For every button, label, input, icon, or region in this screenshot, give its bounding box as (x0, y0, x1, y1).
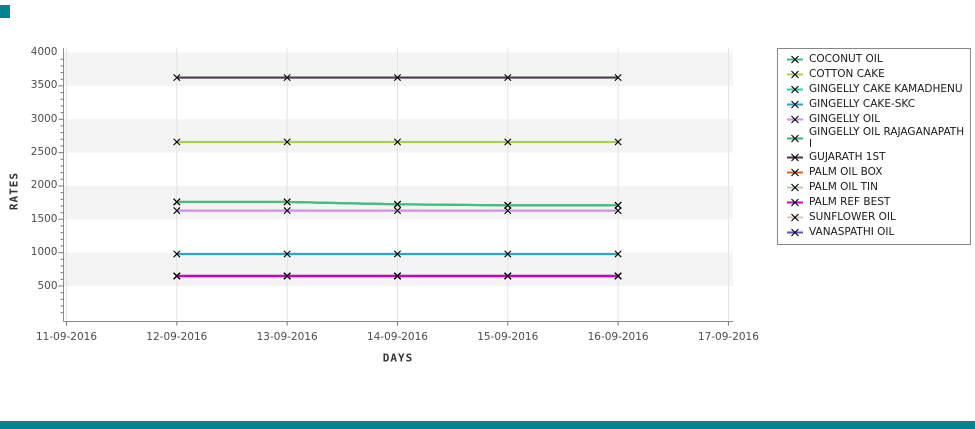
y-tick-label: 1500 (30, 212, 58, 225)
legend-item: SUNFLOWER OIL (786, 210, 966, 225)
legend-swatch-line (787, 153, 803, 162)
x-marker (173, 207, 622, 215)
legend-x-marker-icon (791, 85, 799, 94)
legend-x-marker-icon (791, 183, 799, 192)
legend-item: PALM OIL BOX (786, 165, 966, 180)
x-marker (173, 198, 622, 209)
legend-item: VANASPATHI OIL (786, 225, 966, 240)
legend-item: GINGELLY CAKE-SKC (786, 97, 966, 112)
x-marker (173, 250, 622, 258)
legend-item: GINGELLY OIL RAJAGANAPATHI (786, 126, 966, 150)
legend-item: PALM REF BEST (786, 195, 966, 210)
series-cotton-cake (173, 138, 622, 146)
x-marker (173, 272, 622, 280)
legend-label: GINGELLY OIL RAJAGANAPATHI (809, 126, 965, 150)
legend-swatch-line (787, 168, 803, 177)
zebra-band (63, 52, 733, 86)
legend-x-marker-icon (791, 134, 799, 143)
legend-x-marker-icon (791, 115, 799, 124)
legend-label: GUJARATH 1ST (809, 150, 886, 163)
y-tick-label: 2000 (30, 179, 58, 192)
page-accent-bottom-bar (0, 421, 975, 429)
y-tick-label: 500 (37, 279, 58, 292)
series-gingelly-oil (173, 207, 622, 215)
legend-swatch-line (787, 228, 803, 237)
legend-x-marker-icon (791, 228, 799, 237)
legend-label: COTTON CAKE (809, 67, 885, 80)
legend-label: SUNFLOWER OIL (809, 210, 896, 223)
legend-x-marker-icon (791, 100, 799, 109)
legend-label: GINGELLY OIL (809, 112, 881, 125)
legend-swatch-line (787, 198, 803, 207)
legend-swatch-line (787, 100, 803, 109)
legend-swatch-line (787, 134, 803, 143)
legend-x-marker-icon (791, 198, 799, 207)
y-tick-label: 1000 (30, 246, 58, 259)
legend-label: GINGELLY CAKE KAMADHENU (809, 82, 963, 95)
y-tick-label: 3500 (30, 79, 58, 92)
legend-swatch-line (787, 85, 803, 94)
legend-label: GINGELLY CAKE-SKC (809, 97, 916, 110)
legend-swatch-line (787, 183, 803, 192)
x-tick-label: 12-09-2016 (146, 331, 208, 343)
zebra-band (63, 119, 733, 153)
legend-label: COCONUT OIL (809, 52, 883, 65)
y-tick-label: 3000 (30, 112, 58, 125)
legend-label: PALM OIL TIN (809, 180, 879, 193)
x-tick-label: 17-09-2016 (697, 331, 759, 343)
legend-swatch-line (787, 70, 803, 79)
x-tick-label: 11-09-2016 (35, 331, 98, 343)
legend-item: GINGELLY OIL (786, 112, 966, 127)
series-coconut-oil (173, 198, 622, 209)
legend-label: VANASPATHI OIL (809, 225, 895, 238)
x-marker (173, 73, 622, 82)
legend-x-marker-icon (791, 55, 799, 64)
legend-swatch-line (787, 55, 803, 64)
y-tick-label: 2500 (30, 146, 58, 159)
zebra-band (63, 185, 733, 220)
legend-item: COCONUT OIL (786, 52, 966, 67)
legend-x-marker-icon (791, 70, 799, 79)
series-palm-ref-best (173, 272, 622, 280)
series-gujarath-1st (173, 73, 622, 82)
x-tick-label: 14-09-2016 (366, 331, 428, 343)
legend: COCONUT OIL COTTON CAKE GINGELLY CAKE KAMA… (777, 48, 971, 245)
legend-swatch-line (787, 115, 803, 124)
legend-x-marker-icon (791, 168, 799, 177)
legend-label: PALM OIL BOX (809, 165, 883, 178)
legend-x-marker-icon (791, 153, 799, 162)
legend-swatch-line (787, 213, 803, 222)
legend-item: PALM OIL TIN (786, 180, 966, 195)
x-marker (173, 138, 622, 146)
legend-item: GUJARATH 1ST (786, 150, 966, 165)
page-accent-top-block (0, 5, 10, 18)
x-tick-label: 15-09-2016 (477, 331, 539, 343)
legend-x-marker-icon (791, 213, 799, 222)
x-tick-label: 13-09-2016 (256, 331, 318, 343)
zebra-band (63, 252, 733, 286)
legend-item: GINGELLY CAKE KAMADHENU (786, 82, 966, 97)
legend-item: COTTON CAKE (786, 67, 966, 82)
legend-label: PALM REF BEST (809, 195, 891, 208)
x-axis-title: DAYS (382, 351, 414, 365)
series-gingelly-cake-skc (173, 250, 622, 258)
y-tick-label: 4000 (30, 46, 58, 59)
x-tick-label: 16-09-2016 (587, 331, 649, 343)
